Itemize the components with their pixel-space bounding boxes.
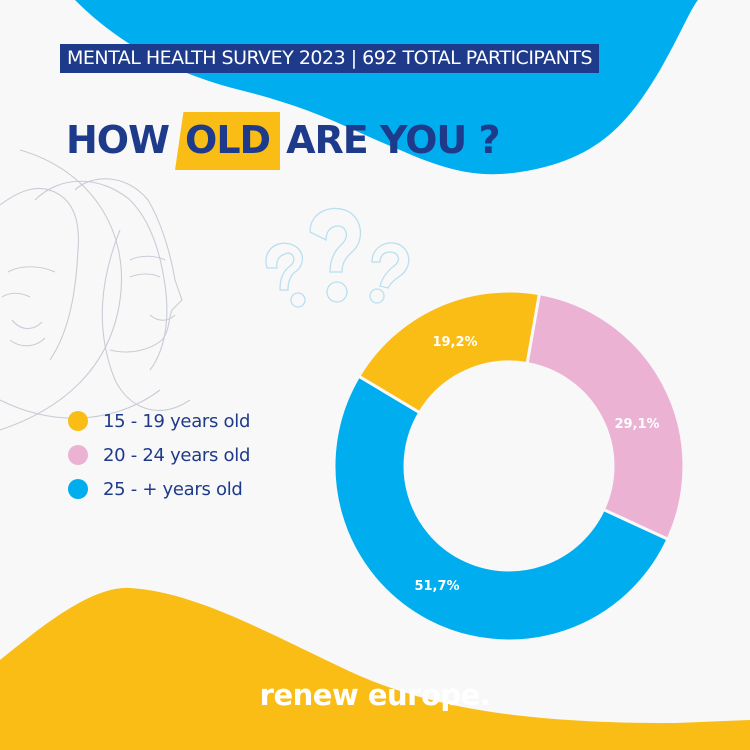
donut-segment-25-plus [332, 374, 670, 643]
legend-dot-yellow-icon [68, 411, 88, 431]
legend-item-20-24: 20 - 24 years old [68, 438, 250, 472]
segment-value-label: 51,7% [414, 579, 459, 594]
legend-item-15-19: 15 - 19 years old [68, 404, 250, 438]
faces-line-art-icon [0, 149, 191, 431]
legend-dot-blue-icon [68, 479, 88, 499]
question-marks-icon [265, 207, 410, 308]
title-highlight-old: OLD [175, 118, 280, 162]
donut-segment-20-24 [525, 291, 686, 542]
segment-value-label: 19,2% [432, 335, 477, 350]
title-word-rest: ARE YOU ? [286, 118, 500, 162]
legend-label: 25 - + years old [103, 478, 243, 500]
survey-banner: MENTAL HEALTH SURVEY 2023 | 692 TOTAL PA… [60, 44, 600, 73]
legend-dot-pink-icon [68, 445, 88, 465]
legend-item-25-plus: 25 - + years old [68, 472, 250, 506]
donut-segment-15-19 [356, 289, 542, 415]
chart-legend: 15 - 19 years old 20 - 24 years old 25 -… [68, 404, 250, 506]
legend-label: 20 - 24 years old [103, 444, 251, 466]
brand-logo: renew europe. [259, 678, 491, 712]
title-word-how: HOW [66, 118, 170, 162]
segment-value-label: 29,1% [614, 417, 659, 432]
legend-label: 15 - 19 years old [103, 410, 251, 432]
blue-blob [75, 0, 750, 175]
page-title: HOW OLD ARE YOU ? [66, 112, 501, 168]
